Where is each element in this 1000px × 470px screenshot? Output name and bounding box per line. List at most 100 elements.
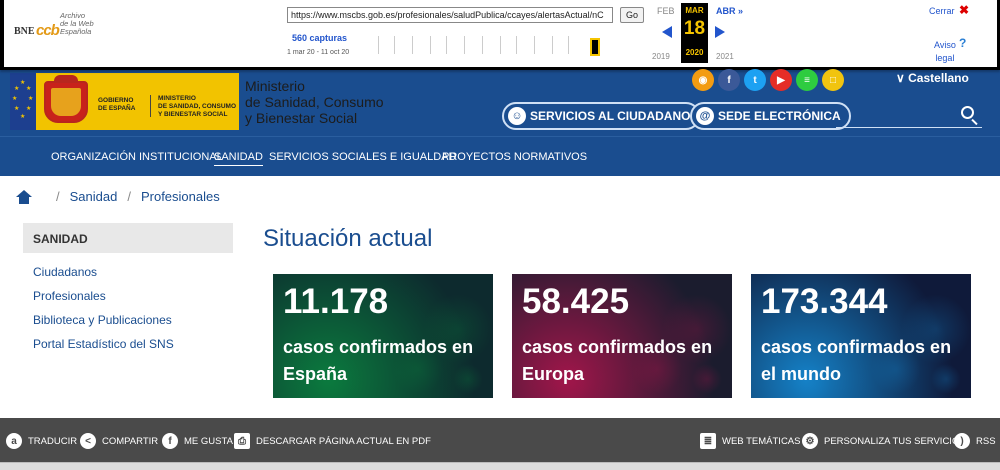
go-button[interactable]: Go — [620, 7, 644, 23]
facebook-like-icon: f — [162, 433, 178, 449]
close-icon[interactable]: ✖ — [959, 3, 970, 17]
footer-label: WEB TEMÁTICAS — [722, 435, 801, 447]
sparkline-tick — [430, 36, 431, 54]
sparkline-tick — [412, 36, 413, 54]
captures-link[interactable]: 560 capturas — [292, 33, 348, 43]
social-links: ◉ f t ▶ ≡ □ — [692, 69, 844, 91]
nav-item-3[interactable]: PROYECTOS NORMATIVOS — [442, 151, 588, 163]
ministry-title: Ministerio de Sanidad, Consumo y Bienest… — [245, 78, 384, 126]
next-capture-arrow-icon[interactable] — [715, 26, 725, 38]
footer-toolbar: a TRADUCIR < COMPARTIR f ME GUSTA ⎙ DESCARGAR P… — [0, 418, 1000, 462]
search-input[interactable] — [836, 104, 982, 128]
gobierno-line: DE ESPAÑA — [98, 105, 136, 112]
web-themes-icon: ≣ — [700, 433, 716, 449]
footer-item-descargar[interactable]: ⎙ DESCARGAR PÁGINA ACTUAL EN PDF — [234, 433, 431, 449]
footer-item-traducir[interactable]: a TRADUCIR — [6, 433, 77, 449]
footer-item-compartir[interactable]: < COMPARTIR — [80, 433, 158, 449]
footer-label: PERSONALIZA TUS SERVICIOS — [824, 435, 966, 447]
logo-archive-line: Archivo — [60, 11, 86, 20]
rss-icon: ) — [954, 433, 970, 449]
stat-number: 173.344 — [761, 282, 888, 321]
virus-particle-icon — [313, 364, 353, 398]
next-month-link[interactable]: ABR » — [716, 6, 744, 16]
virus-particle-icon — [871, 344, 921, 394]
sede-electronica-label: SEDE ELECTRÓNICA — [718, 109, 841, 123]
logo-archive-line: de la Web — [60, 19, 94, 28]
footer-item-rss[interactable]: ) RSS — [954, 433, 996, 449]
footer-label: DESCARGAR PÁGINA ACTUAL EN PDF — [256, 435, 431, 447]
footer-label: RSS — [976, 435, 996, 447]
twitter-icon[interactable]: t — [744, 69, 766, 91]
nav-item-2[interactable]: SERVICIOS SOCIALES E IGUALDAD — [269, 151, 457, 163]
legal-notice-link[interactable]: Aviso legal — [934, 39, 956, 65]
list-icon[interactable]: ≡ — [796, 69, 818, 91]
logo-archive-text: Archivo de la Web Española — [60, 12, 94, 36]
virus-particle-icon — [453, 364, 483, 394]
sparkline-tick — [378, 36, 379, 54]
logo-divider — [150, 95, 151, 117]
sidebar-item-profesionales[interactable]: Profesionales — [33, 289, 106, 303]
stat-number: 58.425 — [522, 282, 630, 321]
breadcrumb: / Sanidad / Profesionales — [16, 189, 220, 204]
footer-item-web[interactable]: ≣ WEB TEMÁTICAS — [700, 433, 800, 449]
at-sign-icon: @ — [696, 107, 714, 125]
virus-particle-icon — [791, 364, 831, 398]
prev-month-label: FEB — [657, 6, 675, 16]
stat-number: 11.178 — [283, 282, 389, 321]
nav-item-0[interactable]: ORGANIZACIÓN INSTITUCIONAL — [51, 151, 223, 163]
gobierno-logo[interactable]: ★ ★ ★ ★ ★ ★ ★ ★ GOBIERNO DE ESPAÑA MINISTERIO… — [10, 73, 239, 130]
breadcrumb-separator: / — [127, 189, 131, 204]
logo-archive-line: Española — [60, 27, 92, 36]
help-icon[interactable]: ? — [959, 36, 967, 50]
virus-particle-icon — [692, 364, 722, 394]
citizen-icon: ☺ — [508, 107, 526, 125]
stat-card[interactable]: 58.425 casos confirmados en Europa — [512, 274, 732, 398]
next-year-label: 2021 — [716, 52, 734, 61]
sparkline-tick — [516, 36, 517, 54]
home-icon[interactable] — [16, 189, 32, 204]
sidebar-item-portal-estadistico[interactable]: Portal Estadístico del SNS — [33, 337, 174, 351]
virus-particle-icon — [931, 364, 961, 394]
gobierno-text: GOBIERNO DE ESPAÑA — [98, 97, 135, 113]
sidebar-heading: SANIDAD — [23, 223, 233, 253]
legal-notice-line: legal — [935, 53, 955, 63]
stat-card[interactable]: 173.344 casos confirmados en el mundo — [751, 274, 971, 398]
pdf-icon: ⎙ — [234, 433, 250, 449]
sede-electronica-button[interactable]: @ SEDE ELECTRÓNICA — [690, 102, 851, 130]
page-title: Situación actual — [263, 225, 433, 252]
url-input[interactable]: https://www.mscbs.gob.es/profesionales/s… — [287, 7, 613, 23]
language-selector[interactable]: ∨ Castellano — [896, 71, 969, 85]
facebook-icon[interactable]: f — [718, 69, 740, 91]
sparkline-current-capture — [590, 38, 600, 56]
current-day: 18 — [683, 18, 706, 39]
bookmark-icon[interactable]: □ — [822, 69, 844, 91]
servicios-ciudadano-button[interactable]: ☺ SERVICIOS AL CIUDADANO — [502, 102, 701, 130]
language-label: Castellano — [908, 71, 969, 85]
ministerio-line: Y BIENESTAR SOCIAL — [158, 111, 228, 118]
sidebar-item-biblioteca[interactable]: Biblioteca y Publicaciones — [33, 313, 172, 327]
search-icon[interactable] — [961, 106, 974, 119]
rss-icon[interactable]: ◉ — [692, 69, 714, 91]
captures-range: 1 mar 20 - 11 oct 20 — [287, 49, 350, 56]
ministerio-line: DE SANIDAD, CONSUMO — [158, 103, 237, 110]
captures-sparkline[interactable] — [364, 34, 610, 58]
footer-label: TRADUCIR — [28, 435, 78, 447]
breadcrumb-profesionales[interactable]: Profesionales — [140, 189, 220, 204]
youtube-icon[interactable]: ▶ — [770, 69, 792, 91]
footer-item-personaliza[interactable]: ⚙ PERSONALIZA TUS SERVICIOS — [802, 433, 966, 449]
close-link[interactable]: Cerrar — [929, 6, 955, 16]
footer-item-me[interactable]: f ME GUSTA — [162, 433, 233, 449]
sidebar-item-ciudadanos[interactable]: Ciudadanos — [33, 265, 98, 279]
archive-logo[interactable]: BNE ccb Archivo de la Web Española — [14, 12, 102, 42]
nav-item-1[interactable]: SANIDAD — [214, 151, 263, 166]
sparkline-tick — [464, 36, 465, 54]
prev-capture-arrow-icon[interactable] — [662, 26, 672, 38]
current-month: MAR — [685, 6, 704, 15]
sparkline-tick — [482, 36, 483, 54]
footer-label: COMPARTIR — [102, 435, 159, 447]
gobierno-line: GOBIERNO — [98, 97, 134, 104]
stat-card[interactable]: 11.178 casos confirmados en España — [273, 274, 493, 398]
breadcrumb-sanidad[interactable]: Sanidad — [69, 189, 118, 204]
sparkline-tick — [500, 36, 501, 54]
